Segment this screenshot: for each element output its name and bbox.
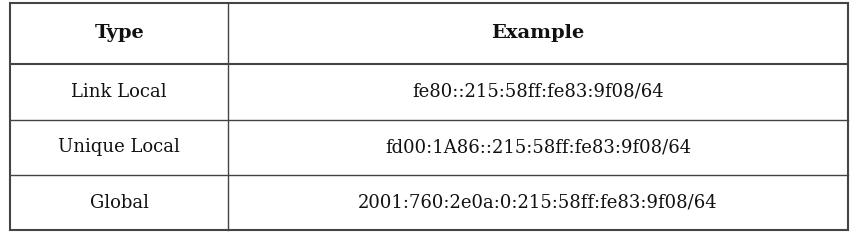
Text: Unique Local: Unique Local — [58, 138, 180, 156]
Bar — [228, 3, 848, 64]
Text: Example: Example — [492, 24, 584, 42]
Text: fe80::215:58ff:fe83:9f08/64: fe80::215:58ff:fe83:9f08/64 — [412, 83, 664, 101]
Bar — [228, 64, 848, 120]
Text: Global: Global — [89, 194, 148, 212]
Text: Type: Type — [94, 24, 144, 42]
Text: Link Local: Link Local — [71, 83, 167, 101]
Bar — [10, 120, 228, 175]
Bar — [10, 175, 228, 230]
Text: fd00:1A86::215:58ff:fe83:9f08/64: fd00:1A86::215:58ff:fe83:9f08/64 — [384, 138, 691, 156]
Bar — [10, 64, 228, 120]
Text: 2001:760:2e0a:0:215:58ff:fe83:9f08/64: 2001:760:2e0a:0:215:58ff:fe83:9f08/64 — [358, 194, 717, 212]
Bar — [228, 120, 848, 175]
Bar — [10, 3, 228, 64]
Bar — [228, 175, 848, 230]
